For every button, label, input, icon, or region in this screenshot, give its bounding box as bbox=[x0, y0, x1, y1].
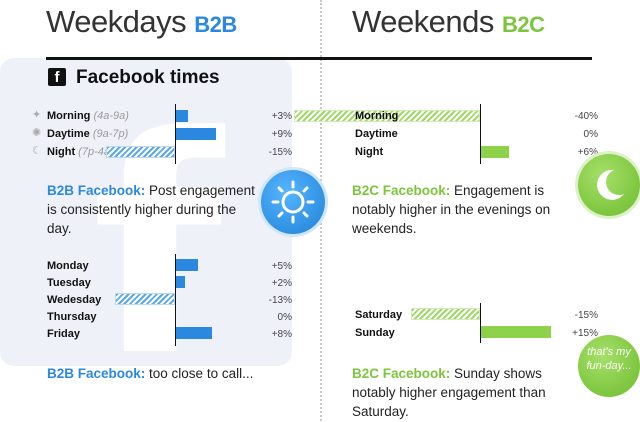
weekdays-title: Weekdays bbox=[46, 4, 187, 39]
b2b-friday-label: Friday bbox=[47, 328, 81, 340]
b2b-tuesday-value: +2% bbox=[271, 278, 292, 289]
weekends-heading: Weekends B2C bbox=[352, 4, 545, 40]
b2b-days-axis bbox=[175, 254, 176, 346]
b2b-thursday-value: 0% bbox=[277, 312, 292, 323]
weekdays-heading: Weekdays B2B bbox=[46, 4, 237, 40]
moon-icon: ☾ bbox=[32, 145, 42, 157]
b2b-morning-value: +3% bbox=[271, 111, 292, 122]
b2b-friday-value: +8% bbox=[271, 329, 292, 340]
b2c-daytime-label: Daytime bbox=[355, 128, 398, 140]
b2b-morning-label: Morning (4a-9a) bbox=[47, 110, 129, 122]
b2c-night-label: Night bbox=[355, 146, 384, 158]
b2c-sunday-bar bbox=[481, 326, 551, 338]
b2c-night-value: +6% bbox=[577, 147, 598, 158]
fun-day-badge-text: that's my fun-day... bbox=[586, 346, 632, 372]
b2b-thursday-label: Thursday bbox=[47, 311, 97, 323]
b2c-sunday-value: +15% bbox=[572, 328, 598, 339]
weekends-title: Weekends bbox=[352, 4, 494, 39]
facebook-background-logo: f bbox=[0, 58, 292, 398]
b2b-daytime-value: +9% bbox=[271, 129, 292, 140]
facebook-icon: f bbox=[48, 68, 66, 86]
b2c-saturday-value: -15% bbox=[574, 310, 598, 321]
section-title: Facebook times bbox=[76, 67, 220, 88]
b2c-saturday-bar bbox=[411, 308, 480, 320]
bird-icon: ✦ bbox=[32, 109, 42, 121]
b2b-monday-label: Monday bbox=[47, 260, 89, 272]
b2b-tag: B2B bbox=[194, 12, 237, 37]
b2c-morning-label: Morning bbox=[355, 110, 399, 122]
b2b-night-label: Night (7p-4a) bbox=[47, 146, 114, 158]
b2c-saturday-label: Saturday bbox=[355, 309, 403, 321]
b2b-daytime-bar bbox=[176, 128, 216, 140]
b2c-days-caption: B2C Facebook: Sunday shows notably highe… bbox=[352, 366, 546, 419]
header-rule bbox=[46, 57, 592, 60]
b2b-wednesday-label: Wedesday bbox=[47, 294, 102, 306]
b2c-tag: B2C bbox=[502, 12, 545, 37]
b2c-morning-value: -40% bbox=[574, 111, 598, 122]
b2c-days-axis bbox=[480, 303, 481, 343]
sun-icon: ✺ bbox=[32, 127, 42, 139]
b2b-monday-bar bbox=[176, 259, 198, 271]
b2b-times-caption: B2B Facebook: Post engagement is consist… bbox=[47, 183, 255, 236]
b2b-days-caption: B2B Facebook: too close to call... bbox=[47, 366, 254, 381]
b2b-monday-value: +5% bbox=[271, 261, 292, 272]
sun-badge-icon bbox=[261, 170, 325, 234]
b2b-tuesday-bar bbox=[176, 276, 185, 288]
fun-day-badge bbox=[578, 335, 640, 397]
b2b-times-axis bbox=[175, 104, 176, 164]
b2b-wednesday-value: -13% bbox=[268, 295, 292, 306]
b2b-friday-bar bbox=[176, 327, 212, 339]
b2c-night-bar bbox=[481, 146, 509, 158]
b2b-night-bar bbox=[106, 146, 175, 158]
b2c-daytime-value: 0% bbox=[583, 129, 598, 140]
b2c-times-axis bbox=[480, 104, 481, 164]
moon-badge-icon bbox=[578, 154, 640, 216]
b2c-sunday-label: Sunday bbox=[355, 327, 395, 339]
b2c-morning-bar bbox=[294, 110, 480, 122]
b2b-night-value: -15% bbox=[268, 147, 292, 158]
b2b-daytime-label: Daytime (9a-7p) bbox=[47, 128, 129, 140]
b2b-wednesday-bar bbox=[115, 293, 175, 305]
b2b-tuesday-label: Tuesday bbox=[47, 277, 91, 289]
b2c-times-caption: B2C Facebook: Engagement is notably high… bbox=[352, 183, 551, 236]
b2b-morning-bar bbox=[176, 110, 188, 122]
